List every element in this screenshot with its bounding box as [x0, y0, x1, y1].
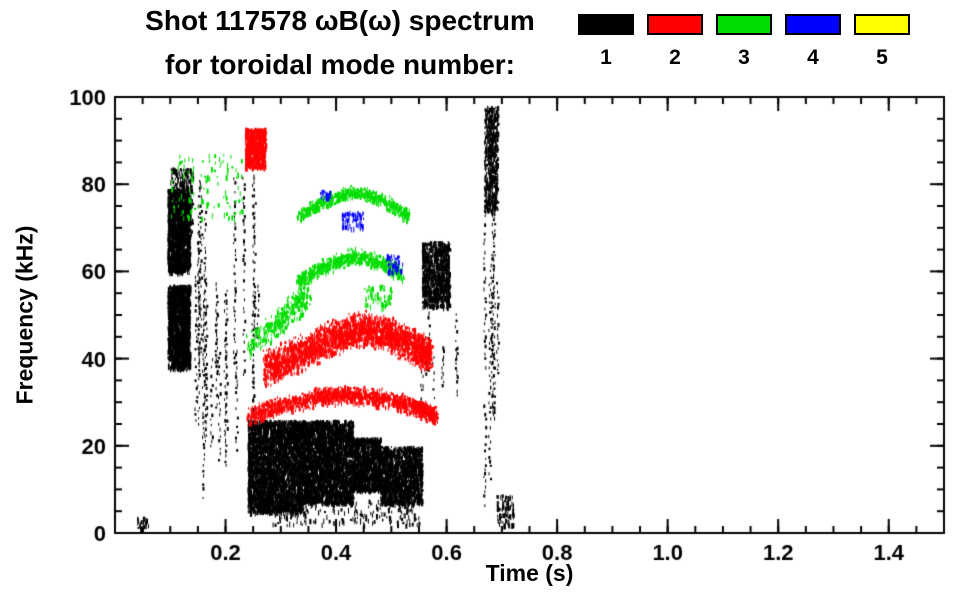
mode-1-label: 1 — [600, 46, 612, 69]
legend-item-mode-4: 4 — [785, 14, 841, 69]
mode-3-color-swatch — [716, 14, 772, 35]
mode-3-label: 3 — [738, 46, 750, 69]
legend-item-mode-1: 1 — [578, 14, 634, 69]
legend-item-mode-2: 2 — [647, 14, 703, 69]
legend-item-mode-3: 3 — [716, 14, 772, 69]
mode-5-color-swatch — [854, 14, 910, 35]
y-axis-title: Frequency (kHz) — [11, 225, 38, 405]
chart-title: Shot 117578 ωB(ω) spectrum — [145, 5, 535, 36]
chart-subtitle: for toroidal mode number: — [165, 49, 515, 80]
mode-4-label: 4 — [807, 46, 819, 69]
mode-5-label: 5 — [876, 46, 888, 69]
mode-legend: 1 2 3 4 5 — [578, 14, 910, 69]
legend-item-mode-5: 5 — [854, 14, 910, 69]
mode-2-color-swatch — [647, 14, 703, 35]
mode-1-color-swatch — [578, 14, 634, 35]
x-axis-title: Time (s) — [485, 560, 574, 586]
mode-2-label: 2 — [669, 46, 681, 69]
mode-4-color-swatch — [785, 14, 841, 35]
